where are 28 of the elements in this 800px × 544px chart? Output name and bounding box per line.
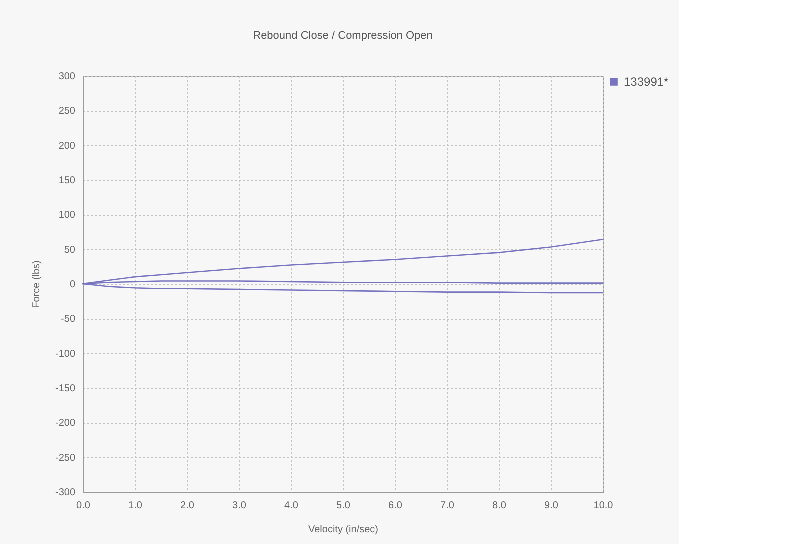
y-axis-title: Force (lbs)	[31, 260, 42, 308]
y-tick-label: -100	[55, 348, 76, 360]
y-tick-label: 150	[58, 176, 76, 186]
x-tick-label: 5.0	[336, 500, 351, 512]
x-tick-label: 0.0	[76, 500, 91, 512]
chart-title: Rebound Close / Compression Open	[253, 30, 433, 42]
x-tick-label: 3.0	[232, 500, 247, 512]
y-tick-label: 0	[70, 280, 76, 290]
y-tick-label: -300	[55, 488, 76, 498]
y-tick-label: -150	[55, 384, 76, 394]
y-tick-label: 100	[58, 210, 76, 222]
x-tick-label: 8.0	[492, 500, 507, 512]
x-tick-label: 6.0	[388, 500, 403, 512]
y-tick-label: 50	[64, 244, 76, 256]
y-tick-label: -250	[55, 452, 76, 464]
x-tick-label: 10.0	[594, 500, 614, 512]
x-tick-label: 2.0	[180, 500, 195, 512]
y-tick-label: 300	[58, 72, 76, 82]
x-tick-label: 7.0	[440, 500, 455, 512]
x-tick-label: 1.0	[128, 500, 143, 512]
y-tick-label: -50	[61, 314, 76, 326]
y-tick-label: -200	[55, 418, 76, 430]
y-tick-label: 200	[58, 140, 76, 152]
x-tick-label: 9.0	[544, 500, 559, 512]
x-axis-title: Velocity (in/sec)	[308, 524, 379, 536]
y-tick-label: 250	[58, 106, 76, 118]
legend-label: 133991*	[624, 75, 670, 89]
x-tick-label: 4.0	[284, 500, 299, 512]
